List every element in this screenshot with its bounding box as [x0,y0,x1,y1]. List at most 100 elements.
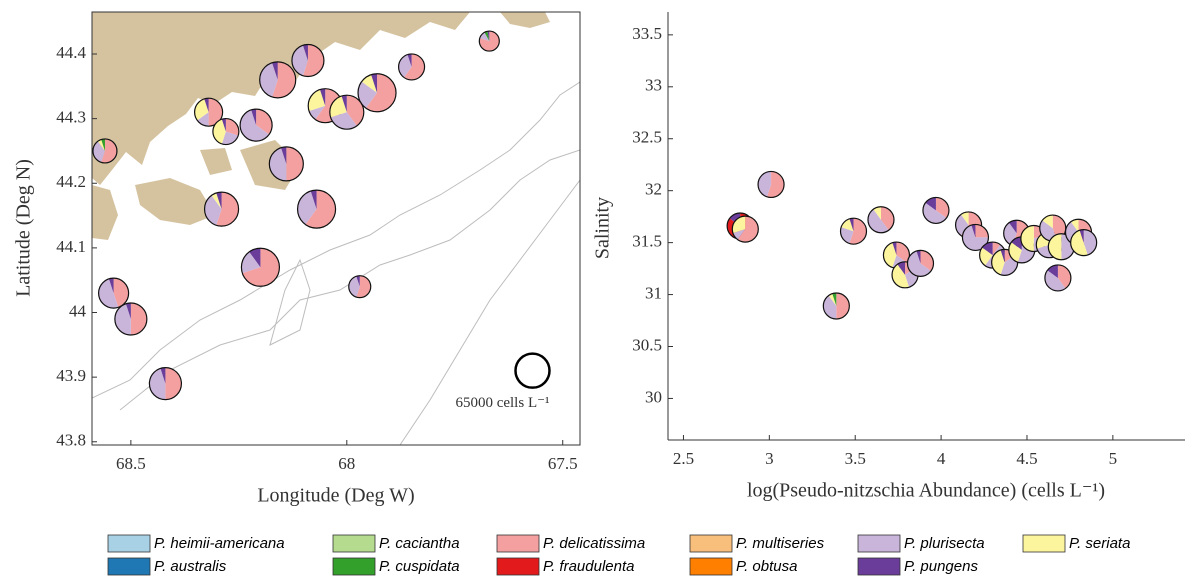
pie-slice [732,229,746,240]
pie-outline [822,292,850,320]
y-tick-label: 33.5 [632,24,662,43]
legend-label: P. cuspidata [379,558,460,575]
pie-slice [737,216,759,243]
pie-outline [922,196,950,225]
pie-slice [256,109,273,135]
pie-slice [241,251,261,274]
pie-slice [1044,270,1066,291]
contour [119,149,580,411]
legend-label: P. delicatissima [543,535,645,552]
pie-slice [897,261,906,275]
pie-slice [873,206,881,220]
pie-outline [839,217,868,245]
legend-label: P. pungens [904,558,978,575]
pie-slice [310,190,317,210]
y-tick-label: 32 [645,180,662,199]
pie-outline [1070,229,1098,257]
pie-slice [251,109,257,126]
pie-slice [916,250,921,264]
pie-slice [341,95,347,113]
x-tick-label: 4.5 [1016,449,1037,468]
pie-slice [240,109,270,142]
pie-outline [329,94,365,130]
pie-slice [849,218,867,245]
land [135,178,215,225]
pie-outline [961,223,990,252]
pie-slice [108,278,114,294]
pie-slice [403,53,425,80]
legend-label: P. heimii-americana [154,535,285,552]
contour [92,81,580,399]
pie-slice [269,147,287,181]
legend-label: P. multiseries [736,535,825,552]
y-tick-label: 44.1 [56,237,86,256]
pie-outline [240,247,281,287]
pie-slice [130,302,147,335]
pie-slice [319,88,326,106]
pie-slice [479,31,500,52]
land [92,185,118,240]
legend-swatch [107,534,151,553]
pie-outline [97,277,130,309]
legend-swatch [689,557,733,576]
pie-outline [193,97,224,127]
pie-slice [484,31,490,42]
y-tick-label: 32.5 [632,128,662,147]
legend-swatch [107,557,151,576]
pie-slice [1057,264,1071,289]
pie-outline [397,53,426,81]
pie-slice [216,192,239,227]
pie-outline [478,30,500,52]
pie-slice [955,214,969,236]
map-frame [91,11,581,446]
pie-slice [841,218,854,232]
pie-outline [203,191,240,227]
y-axis-title: Latitude (Deg N) [13,159,35,297]
legend-label: P. obtusa [736,558,797,575]
pie-slice [97,139,105,151]
pie-slice [979,247,993,266]
pie-outline [239,108,273,142]
legend-swatch [1022,534,1066,553]
pie-slice [211,192,222,210]
pie-slice [1070,230,1088,256]
pie-slice [1079,229,1084,243]
pie-slice [221,118,226,132]
pie-slice [92,141,105,163]
pie-slice [305,190,336,229]
pie-slice [249,248,261,268]
pie-slice [398,54,412,78]
pie-slice [212,119,226,144]
pie-slice [836,292,850,319]
x-tick-label: 5 [1109,449,1118,468]
legend-swatch [496,557,540,576]
pie-slice [272,61,296,98]
land [92,12,470,185]
pie-slice [1083,229,1097,255]
contour [269,258,311,346]
y-tick-label: 44.2 [56,172,86,191]
pie-slice [113,278,129,308]
x-axis-title: log(Pseudo-nitzschia Abundance) (cells L… [747,480,1105,502]
size-reference [514,352,551,389]
pie-slice [297,191,317,225]
pie-slice [358,81,378,109]
pie-slice [204,98,209,113]
pie-slice [407,53,412,67]
land [200,148,232,175]
legend-swatch [332,534,376,553]
pie-slice [960,211,969,225]
pie-outline [148,367,183,401]
y-tick-label: 30 [645,387,662,406]
pie-slice [922,202,947,224]
pie-slice [883,242,897,268]
pie-slice [101,138,117,163]
pie-slice [962,225,989,251]
pie-outline [114,302,148,336]
legend-label: P. plurisecta [904,535,985,552]
pie-outline [268,146,304,182]
pie-slice [487,31,490,42]
x-axis-title: Longitude (Deg W) [257,485,414,507]
y-tick-label: 44.4 [56,43,86,62]
pie-outline [348,275,372,299]
